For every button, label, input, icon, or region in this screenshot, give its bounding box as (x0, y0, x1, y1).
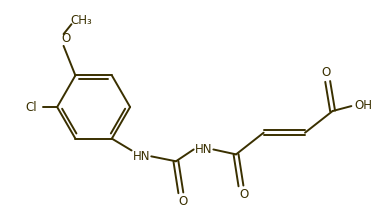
Text: O: O (239, 188, 248, 201)
Text: O: O (61, 32, 70, 44)
Text: O: O (178, 195, 187, 208)
Text: OH: OH (354, 99, 372, 112)
Text: CH₃: CH₃ (70, 14, 92, 27)
Text: HN: HN (195, 143, 212, 156)
Text: HN: HN (133, 150, 150, 163)
Text: Cl: Cl (26, 101, 37, 113)
Text: O: O (321, 66, 330, 79)
